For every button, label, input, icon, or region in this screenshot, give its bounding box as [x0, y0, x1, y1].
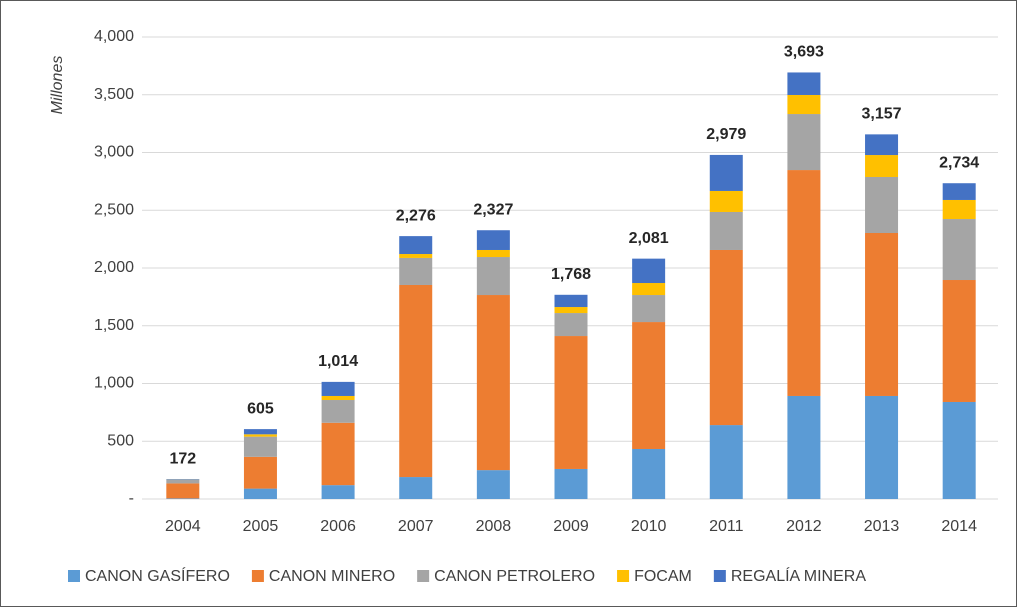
bar-segment: [865, 155, 899, 177]
bar-segment: [399, 257, 433, 285]
bar-segment: [709, 425, 743, 499]
y-tick-label: 2,000: [94, 259, 134, 276]
legend-label: FOCAM: [634, 568, 692, 585]
bar-segment: [399, 236, 433, 255]
y-tick-label: 3,500: [94, 86, 134, 103]
bar-segment: [865, 395, 899, 499]
bar-segment: [709, 211, 743, 250]
x-tick-label: 2012: [786, 518, 822, 535]
legend-label: CANON PETROLERO: [434, 568, 595, 585]
bar-segment: [321, 400, 355, 423]
y-tick-label: 1,000: [94, 375, 134, 392]
bar-segment: [243, 429, 277, 435]
bar-segment: [942, 219, 976, 281]
total-label: 605: [247, 400, 274, 417]
bar-segment: [787, 94, 821, 115]
legend-swatch: [68, 570, 80, 582]
legend-swatch: [713, 570, 726, 582]
total-label: 2,734: [939, 154, 979, 171]
bar-segment: [632, 283, 666, 296]
bar-segment: [476, 249, 510, 258]
bar-segment: [321, 395, 355, 401]
total-label: 3,157: [862, 106, 902, 123]
bar-segment: [787, 114, 821, 171]
legend-label: CANON GASÍFERO: [85, 566, 230, 585]
bar-segment: [865, 233, 899, 396]
bar-segment: [554, 336, 588, 469]
bar-segment: [942, 199, 976, 220]
bar-segment: [942, 183, 976, 200]
total-label: 1,014: [318, 353, 358, 370]
y-axis-label: Millones: [49, 56, 66, 115]
bar-segment: [787, 72, 821, 95]
y-tick-label: 500: [107, 432, 134, 449]
bar-segment: [632, 295, 666, 323]
x-tick-label: 2011: [709, 518, 744, 535]
bar-segment: [942, 401, 976, 499]
bar-segment: [787, 170, 821, 396]
bar-segment: [476, 470, 510, 499]
bar-segment: [243, 436, 277, 457]
x-tick-label: 2013: [864, 518, 900, 535]
bar-segment: [476, 257, 510, 296]
bar-segment: [321, 381, 355, 396]
bar-segment: [243, 434, 277, 437]
total-label: 2,276: [396, 207, 436, 224]
total-label: 1,768: [551, 266, 591, 283]
bar-segment: [942, 280, 976, 402]
total-label: 172: [169, 450, 196, 467]
bar-segment: [243, 488, 277, 499]
x-tick-label: 2005: [243, 518, 279, 535]
legend-label: REGALÍA MINERA: [731, 566, 866, 585]
bar-segment: [554, 294, 588, 308]
bar-segment: [399, 477, 433, 499]
bar-segment: [243, 456, 277, 489]
y-tick-label: 4,000: [94, 28, 134, 45]
bar-segment: [709, 154, 743, 191]
bar-segment: [865, 176, 899, 234]
bar-segment: [166, 479, 200, 480]
x-tick-label: 2008: [476, 518, 512, 535]
bar-segment: [554, 313, 588, 337]
bar-segment: [476, 230, 510, 250]
bar-segment: [632, 322, 666, 449]
legend-swatch: [417, 570, 430, 582]
bar-segment: [632, 448, 666, 499]
bar-segment: [321, 422, 355, 486]
bar-segment: [166, 498, 200, 499]
legend-swatch: [251, 570, 264, 582]
legend-swatch: [617, 570, 630, 582]
total-label: 3,693: [784, 44, 824, 61]
x-tick-label: 2010: [631, 518, 667, 535]
x-tick-label: 2007: [398, 518, 434, 535]
bar-segment: [399, 254, 433, 258]
bar-segment: [709, 249, 743, 426]
y-tick-label: 1,500: [94, 317, 134, 334]
x-tick-label: 2004: [165, 518, 201, 535]
y-tick-label: -: [129, 490, 134, 507]
legend-label: CANON MINERO: [269, 568, 395, 585]
y-tick-label: 2,500: [94, 201, 134, 218]
bar-segment: [865, 134, 899, 156]
x-tick-label: 2006: [320, 518, 356, 535]
bar-segment: [166, 483, 200, 499]
total-label: 2,081: [629, 230, 669, 247]
bar-segment: [166, 479, 200, 484]
bar-segment: [632, 258, 666, 284]
bar-segment: [554, 468, 588, 499]
x-tick-label: 2009: [553, 518, 589, 535]
bar-segment: [476, 295, 510, 471]
bar-segment: [554, 307, 588, 314]
bar-segment: [787, 395, 821, 499]
bar-segment: [709, 190, 743, 212]
bar-segment: [321, 485, 355, 499]
bar-segment: [399, 284, 433, 478]
total-label: 2,979: [706, 126, 746, 143]
x-tick-label: 2014: [941, 518, 977, 535]
y-tick-label: 3,000: [94, 144, 134, 161]
total-label: 2,327: [473, 201, 513, 218]
